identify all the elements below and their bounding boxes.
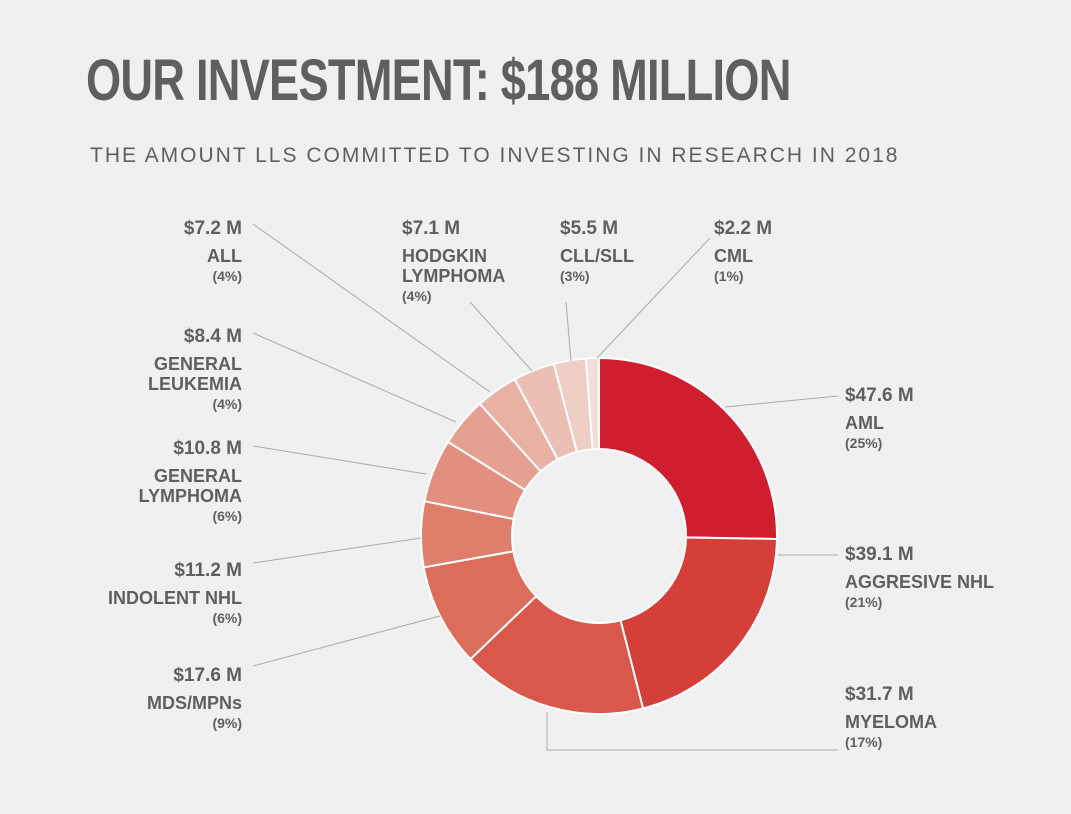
slice-amount-label: $7.1 M	[402, 218, 460, 239]
slice-percent-label: (25%)	[845, 435, 882, 451]
slice-name-label: ALL	[207, 246, 242, 266]
slice-name-label: AML	[845, 413, 884, 433]
slice-name-label: CLL/SLL	[560, 246, 634, 266]
slice-name-label: GENERAL	[154, 466, 242, 486]
leader-line-cll-sll	[565, 301, 572, 362]
slice-amount-label: $11.2 M	[174, 560, 242, 581]
slice-name-label: CML	[714, 246, 753, 266]
slice-amount-label: $8.4 M	[184, 326, 242, 347]
slice-amount-label: $10.8 M	[173, 438, 242, 459]
slice-name-label: LYMPHOMA	[402, 266, 505, 286]
donut-slice-myeloma	[469, 594, 645, 715]
slice-name-label: LEUKEMIA	[148, 374, 242, 394]
slice-amount-label: $31.7 M	[845, 684, 914, 705]
slice-name-label: MYELOMA	[845, 712, 937, 732]
slice-percent-label: (6%)	[212, 508, 242, 524]
slice-percent-label: (17%)	[845, 734, 882, 750]
leader-line-cml	[596, 237, 711, 359]
slice-name-label: GENERAL	[154, 354, 242, 374]
slice-name-label: MDS/MPNs	[147, 693, 242, 713]
leader-line-mds-mpns	[252, 615, 441, 667]
leader-line-all	[252, 223, 491, 393]
chart-subtitle: THE AMOUNT LLS COMMITTED TO INVESTING IN…	[90, 144, 900, 167]
slice-amount-label: $2.2 M	[714, 218, 772, 239]
slice-amount-label: $47.6 M	[845, 385, 914, 406]
slice-amount-label: $17.6 M	[173, 665, 242, 686]
leader-line-hodgkin-lymphoma	[469, 301, 533, 372]
donut-slice-cml	[584, 356, 600, 451]
slice-name-label: LYMPHOMA	[139, 486, 242, 506]
slice-name-label: AGGRESIVE NHL	[845, 572, 994, 592]
slice-percent-label: (9%)	[212, 715, 242, 731]
slice-percent-label: (6%)	[212, 610, 242, 626]
slice-percent-label: (4%)	[212, 396, 242, 412]
leader-line-myeloma	[546, 712, 838, 751]
donut-slice-aml	[598, 356, 778, 540]
leader-line-general-leukemia	[252, 332, 457, 423]
slice-percent-label: (4%)	[402, 288, 432, 304]
donut-slices	[420, 356, 778, 715]
slice-name-label: INDOLENT NHL	[108, 588, 242, 608]
slice-amount-label: $7.2 M	[184, 218, 242, 239]
chart-title: OUR INVESTMENT: $188 MILLION	[86, 48, 791, 113]
slice-percent-label: (3%)	[560, 268, 590, 284]
slice-amount-label: $5.5 M	[560, 218, 618, 239]
slice-amount-label: $39.1 M	[845, 544, 914, 565]
donut-slice-aggresive-nhl	[619, 536, 778, 710]
leader-line-general-lymphoma	[252, 445, 427, 475]
slice-percent-label: (4%)	[212, 268, 242, 284]
leader-line-aml	[724, 395, 839, 408]
slice-labels: $47.6 M AML (25%) $39.1 M AGGRESIVE NHL (21%)…	[108, 218, 994, 750]
slice-name-label: HODGKIN	[402, 246, 487, 266]
slice-percent-label: (21%)	[845, 594, 882, 610]
leader-line-indolent-nhl	[252, 537, 422, 564]
slice-percent-label: (1%)	[714, 268, 744, 284]
leader-lines	[252, 223, 839, 751]
